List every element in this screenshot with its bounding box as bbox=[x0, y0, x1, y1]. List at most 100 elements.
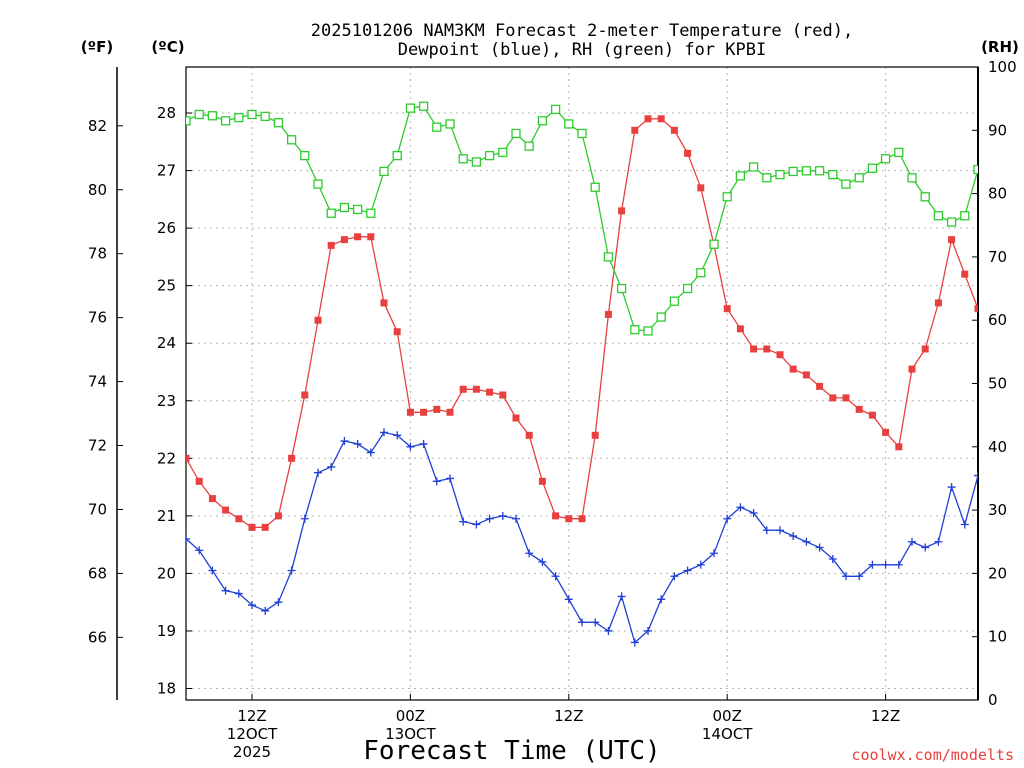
temperature-point bbox=[565, 515, 573, 523]
temperature-point bbox=[684, 149, 692, 157]
rh-tick-label: 60 bbox=[988, 311, 1007, 329]
fahrenheit-tick-label: 76 bbox=[88, 309, 107, 327]
temperature-point bbox=[618, 207, 626, 215]
fahrenheit-tick-label: 72 bbox=[88, 437, 107, 455]
rh-point bbox=[186, 116, 191, 126]
dewpoint-point bbox=[842, 572, 850, 581]
temperature-point bbox=[895, 443, 903, 451]
rh-point bbox=[630, 325, 640, 335]
temperature-point bbox=[829, 394, 837, 402]
fahrenheit-tick-label: 80 bbox=[88, 181, 107, 199]
dewpoint-point bbox=[868, 560, 877, 569]
time-tick-label: 13OCT bbox=[385, 725, 436, 743]
dewpoint-point bbox=[234, 589, 243, 598]
rh-point bbox=[920, 192, 930, 202]
dewpoint-point bbox=[828, 555, 837, 564]
dewpoint-point bbox=[617, 592, 626, 601]
temperature-point bbox=[406, 408, 414, 416]
rh-point bbox=[603, 252, 614, 262]
plot-series bbox=[186, 101, 978, 647]
dewpoint-point bbox=[287, 566, 296, 575]
celsius-tick-label: 22 bbox=[157, 449, 176, 467]
dewpoint-point bbox=[406, 442, 415, 451]
rh-point bbox=[973, 164, 978, 175]
rh-point bbox=[207, 111, 218, 121]
rh-point bbox=[194, 109, 204, 120]
dewpoint-point bbox=[195, 546, 204, 555]
temperature-point bbox=[644, 115, 652, 123]
dewpoint-point bbox=[208, 566, 217, 575]
dewpoint-point bbox=[525, 549, 534, 558]
temperature-point bbox=[195, 477, 203, 485]
chart-title-line1: 2025101206 NAM3KM Forecast 2-meter Tempe… bbox=[311, 21, 853, 41]
dewpoint-point bbox=[314, 468, 322, 477]
temperature-point bbox=[802, 371, 810, 379]
temperature-point bbox=[459, 385, 467, 393]
dewpoint-point bbox=[366, 448, 375, 457]
rh-point bbox=[418, 101, 429, 111]
celsius-tick-label: 24 bbox=[157, 334, 176, 352]
dewpoint-point bbox=[551, 572, 560, 581]
dewpoint-point bbox=[419, 439, 428, 448]
rh-point bbox=[696, 268, 706, 278]
rh-point bbox=[458, 154, 468, 164]
temperature-point bbox=[327, 241, 335, 249]
celsius-tick-label: 19 bbox=[157, 622, 176, 640]
rh-point bbox=[471, 157, 482, 167]
dewpoint-point bbox=[591, 618, 600, 627]
rh-point bbox=[656, 312, 666, 322]
dewpoint-point bbox=[855, 572, 864, 581]
dewpoint-point bbox=[353, 439, 362, 448]
rh-point bbox=[880, 154, 891, 164]
dewpoint-point bbox=[921, 543, 930, 552]
temperature-point bbox=[208, 495, 216, 503]
rh-point bbox=[524, 141, 534, 151]
temperature-point bbox=[301, 391, 309, 399]
temperature-point bbox=[340, 236, 348, 244]
rh-tick-label: 80 bbox=[988, 185, 1007, 203]
temperature-point bbox=[248, 523, 256, 531]
time-tick-label: 12Z bbox=[554, 707, 583, 725]
rh-point bbox=[960, 211, 970, 221]
fahrenheit-tick-label: 66 bbox=[88, 628, 107, 646]
rh-point bbox=[748, 162, 759, 172]
dewpoint-point bbox=[644, 626, 652, 635]
rh-point bbox=[286, 135, 297, 145]
fahrenheit-tick-label: 68 bbox=[88, 564, 107, 582]
celsius-tick-label: 26 bbox=[157, 219, 176, 237]
rh-point bbox=[788, 166, 798, 177]
rh-line bbox=[186, 105, 978, 332]
dewpoint-point bbox=[776, 526, 784, 535]
temperature-point bbox=[882, 428, 890, 436]
rh-tick-label: 90 bbox=[988, 121, 1007, 139]
temperature-point bbox=[512, 414, 520, 422]
temperature-point bbox=[274, 512, 282, 520]
dewpoint-point bbox=[485, 514, 494, 523]
rh-point bbox=[313, 179, 323, 189]
rh-point bbox=[220, 116, 231, 126]
rh-point bbox=[537, 116, 548, 126]
time-tick-label: 00Z bbox=[713, 707, 742, 725]
temperature-point bbox=[723, 305, 731, 313]
temperature-point bbox=[380, 299, 388, 307]
rh-point bbox=[735, 171, 746, 181]
temperature-point bbox=[367, 233, 375, 241]
fahrenheit-tick-label: 74 bbox=[88, 373, 107, 391]
source-credit: coolwx.com/modelts bbox=[851, 746, 1014, 764]
rh-point bbox=[616, 283, 627, 294]
rh-tick-label: 0 bbox=[988, 691, 998, 709]
temperature-point bbox=[934, 299, 942, 307]
dewpoint-point bbox=[960, 520, 969, 529]
rh-point bbox=[445, 119, 455, 129]
celsius-tick-label: 18 bbox=[157, 679, 176, 697]
dewpoint-point bbox=[749, 508, 758, 517]
rh-point bbox=[234, 112, 244, 123]
temperature-point bbox=[921, 345, 929, 353]
temperature-point bbox=[697, 184, 705, 192]
dewpoint-point bbox=[472, 520, 481, 529]
rh-point bbox=[946, 217, 957, 227]
fahrenheit-tick-label: 82 bbox=[88, 117, 107, 135]
rh-point bbox=[722, 192, 732, 202]
temperature-point bbox=[433, 405, 441, 413]
